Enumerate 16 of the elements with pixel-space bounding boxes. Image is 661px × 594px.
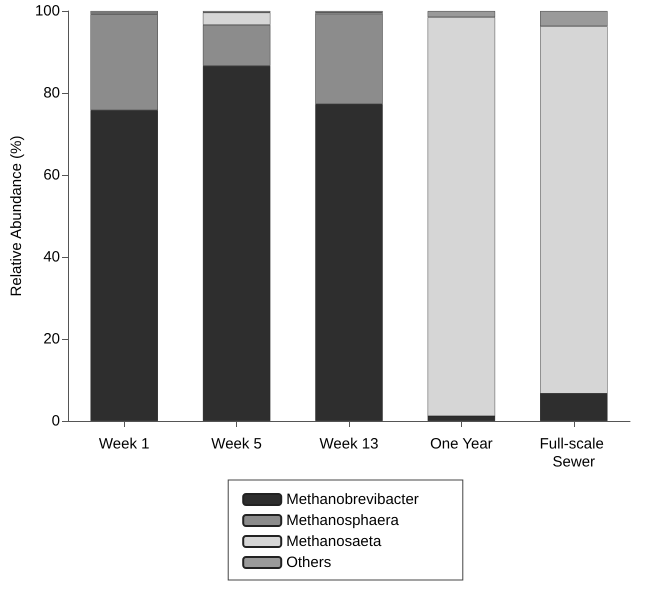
legend-label: Methanobrevibacter (286, 491, 419, 508)
x-tick-label: Week 5 (211, 436, 262, 452)
x-tick-label: Full-scale Sewer (540, 436, 608, 470)
y-axis-title: Relative Abundance (%) (8, 136, 25, 296)
x-tick-label: Week 1 (98, 436, 150, 452)
y-tick-label: 40 (43, 248, 60, 266)
y-tick-label: 60 (43, 166, 60, 184)
y-tick-label: 80 (43, 84, 60, 102)
x-tick-label: Week 13 (320, 436, 378, 452)
y-tick-label: 100 (34, 2, 60, 20)
legend-label: Others (286, 554, 332, 571)
legend-label: Methanosaeta (286, 533, 382, 550)
legend-label: Methanosphaera (286, 512, 400, 529)
y-tick-label: 0 (52, 412, 60, 430)
x-tick-label: One Year (430, 436, 493, 452)
y-tick-label: 20 (43, 330, 60, 348)
